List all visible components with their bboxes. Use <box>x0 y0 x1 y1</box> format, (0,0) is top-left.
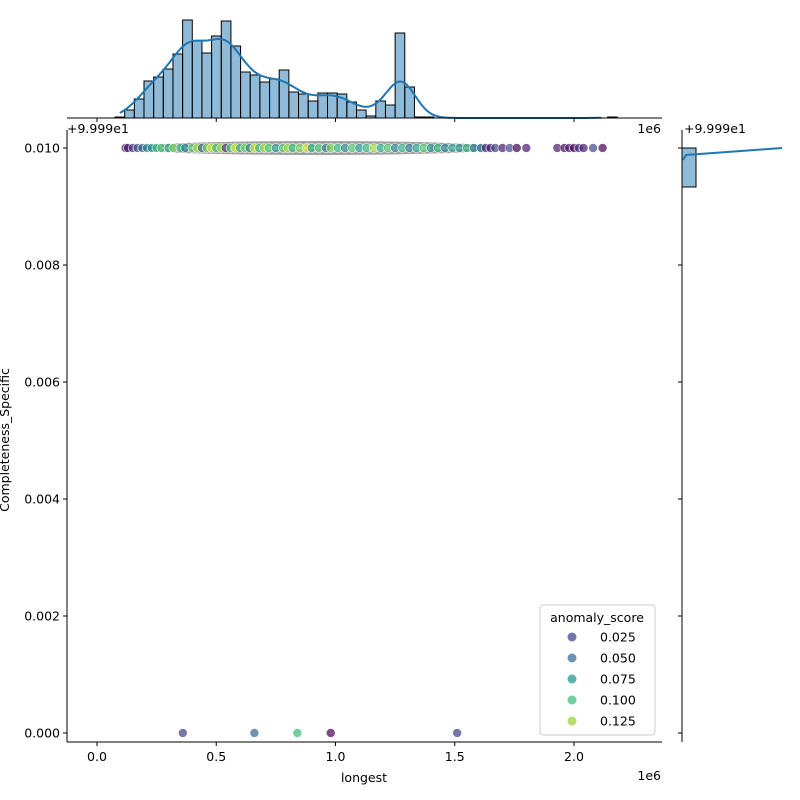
legend-marker <box>567 695 577 705</box>
legend-marker <box>567 716 577 726</box>
histogram-bar <box>182 19 193 119</box>
right-marginal-histogram <box>681 147 783 188</box>
scatter-point <box>521 143 532 153</box>
histogram-bar <box>307 100 319 119</box>
scatter-point <box>511 143 522 153</box>
scatter-point <box>588 143 598 153</box>
y-tick-label: 0.002 <box>24 609 60 624</box>
histogram-bar <box>211 35 222 119</box>
histogram-bar <box>220 20 232 119</box>
histogram-bar <box>240 71 251 119</box>
histogram-bar <box>259 81 271 119</box>
y-tick-label: 0.010 <box>24 141 60 156</box>
histogram-bar <box>269 78 280 119</box>
legend-label: 0.025 <box>600 630 636 645</box>
x-tick-label: 0.5 <box>206 749 226 764</box>
right-offset-text: +9.999e1 <box>684 121 746 136</box>
histogram-bar <box>278 69 290 119</box>
x-tick-label: 1.0 <box>326 749 346 764</box>
legend-label: 0.050 <box>600 651 636 666</box>
histogram-bar <box>249 74 261 119</box>
histogram-bar <box>133 98 145 119</box>
x-tick-label: 1.5 <box>445 749 465 764</box>
y-tick-label: 0.008 <box>24 258 60 273</box>
histogram-bar <box>230 45 242 119</box>
histogram-bar <box>201 52 213 119</box>
y-offset-text: +9.999e1 <box>67 121 129 136</box>
histogram-bar <box>191 40 203 119</box>
legend-label: 0.075 <box>600 672 636 687</box>
y-tick-label: 0.004 <box>24 492 60 507</box>
histogram-bar <box>162 68 174 119</box>
axes: 0.0 0.5 1.0 1.5 2.0 0.000 0.002 0.004 0.006 0.008… <box>24 117 683 764</box>
legend-label: 0.100 <box>600 693 636 708</box>
scatter-point <box>578 143 589 153</box>
x-tick-label: 2.0 <box>564 749 584 764</box>
legend-label: 0.125 <box>600 714 636 729</box>
legend: anomaly_score 0.025 0.050 0.075 0.100 0.125 <box>539 604 656 736</box>
scatter-points <box>120 143 608 738</box>
x-offset-text: 1e6 <box>637 768 661 783</box>
scatter-point <box>325 728 336 738</box>
y-tick-label: 0.000 <box>24 726 60 741</box>
histogram-bar <box>355 109 367 119</box>
legend-marker <box>567 653 577 663</box>
scatter-point <box>452 728 462 738</box>
y-axis-label: Completeness_Specific <box>0 368 12 512</box>
histogram-bar <box>384 104 396 119</box>
scatter-point <box>178 728 188 738</box>
histogram-bar <box>172 53 184 119</box>
y-tick-label: 0.006 <box>24 375 60 390</box>
histogram-bar <box>394 32 406 119</box>
histogram-bar <box>317 92 329 119</box>
scatter-point <box>292 728 303 738</box>
top-x-offset-text: 1e6 <box>637 121 661 136</box>
x-tick-label: 0.0 <box>87 749 107 764</box>
histogram-bar <box>298 93 309 119</box>
x-axis-label: longest <box>341 770 387 785</box>
kde-curve-y <box>682 147 783 161</box>
histogram-bar <box>124 109 135 119</box>
legend-marker <box>567 674 577 684</box>
histogram-bar <box>153 76 164 119</box>
legend-title: anomaly_score <box>550 610 644 625</box>
scatter-point <box>249 728 260 738</box>
top-marginal-histogram <box>114 19 618 119</box>
histogram-bar <box>288 91 300 119</box>
scatter-point <box>597 143 608 153</box>
legend-marker <box>567 632 577 642</box>
